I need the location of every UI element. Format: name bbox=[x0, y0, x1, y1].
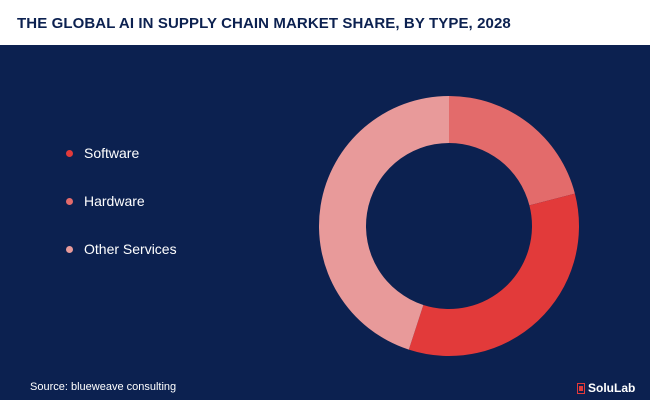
legend-dot-other-services bbox=[66, 245, 73, 253]
legend-label-hardware: Hardware bbox=[84, 193, 145, 209]
donut-slice-software bbox=[408, 193, 580, 357]
donut-slice-hardware bbox=[449, 96, 575, 206]
brand-logo: SoluLab bbox=[577, 381, 635, 395]
legend-item-hardware: Hardware bbox=[66, 189, 177, 213]
legend-item-software: Software bbox=[66, 141, 177, 165]
chart-legend: Software Hardware Other Services bbox=[66, 141, 177, 285]
donut-slice-other-services bbox=[318, 96, 449, 350]
legend-dot-hardware bbox=[66, 197, 73, 205]
source-note: Source: blueweave consulting bbox=[30, 381, 177, 393]
chart-title: THE GLOBAL AI IN SUPPLY CHAIN MARKET SHA… bbox=[17, 15, 511, 32]
legend-label-software: Software bbox=[84, 145, 140, 161]
title-band bbox=[0, 0, 650, 45]
solulab-logo-icon bbox=[577, 382, 585, 394]
legend-label-other-services: Other Services bbox=[84, 241, 177, 257]
legend-item-other-services: Other Services bbox=[66, 237, 177, 261]
brand-name: SoluLab bbox=[588, 381, 636, 395]
legend-dot-software bbox=[66, 149, 73, 157]
